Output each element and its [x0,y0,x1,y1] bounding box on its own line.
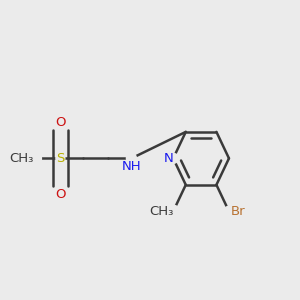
Circle shape [29,152,41,164]
Circle shape [56,154,65,163]
Circle shape [224,206,234,216]
Circle shape [56,126,64,135]
Text: S: S [56,152,64,165]
Text: NH: NH [122,160,141,173]
Circle shape [56,182,64,190]
Text: O: O [55,188,66,201]
Circle shape [126,153,136,164]
Text: Br: Br [230,205,245,218]
Circle shape [167,205,179,218]
Text: CH₃: CH₃ [149,205,173,218]
Text: O: O [55,116,66,129]
Text: CH₃: CH₃ [10,152,34,165]
Circle shape [168,153,178,164]
Text: N: N [164,152,173,165]
